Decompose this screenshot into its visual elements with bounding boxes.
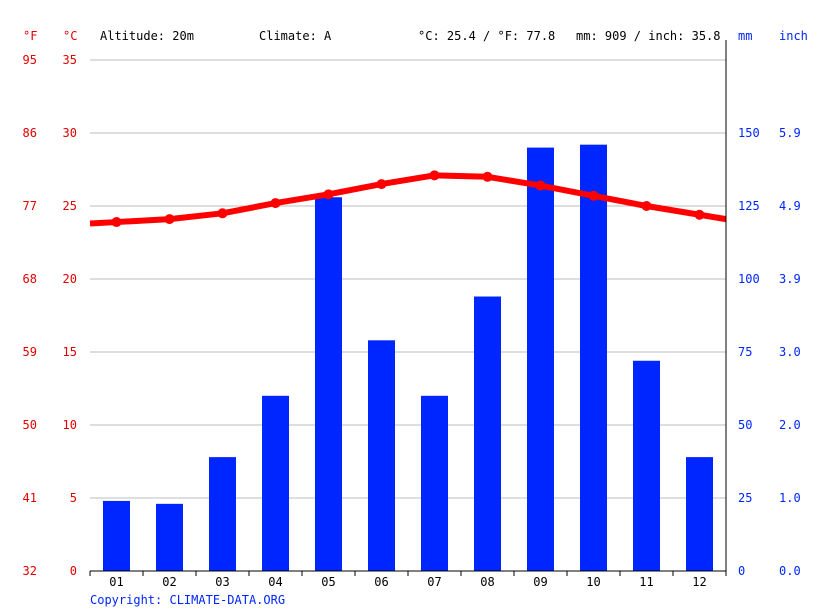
precipitation-bar xyxy=(156,503,183,571)
precipitation-bar xyxy=(527,147,554,571)
average-temperature-label: °C: 25.4 / °F: 77.8 xyxy=(418,29,555,43)
month-tick-label: 04 xyxy=(268,575,282,589)
fahrenheit-tick-label: 41 xyxy=(23,491,37,505)
precipitation-bars xyxy=(103,144,713,572)
fahrenheit-tick-label: 68 xyxy=(23,272,37,286)
celsius-tick-label: 25 xyxy=(63,199,77,213)
mm-tick-label: 150 xyxy=(738,126,760,140)
precipitation-bar xyxy=(368,340,395,571)
temperature-point xyxy=(376,179,387,190)
inch-tick-label: 2.0 xyxy=(779,418,801,432)
inch-tick-label: 0.0 xyxy=(779,564,801,578)
month-tick-label: 07 xyxy=(427,575,441,589)
climate-label: Climate: A xyxy=(259,29,332,43)
precipitation-bar xyxy=(474,296,501,571)
fahrenheit-tick-label: 50 xyxy=(23,418,37,432)
precipitation-total-label: mm: 909 / inch: 35.8 xyxy=(576,29,721,43)
axes xyxy=(89,40,727,576)
precipitation-bar xyxy=(686,457,713,571)
precipitation-bar xyxy=(580,144,607,571)
mm-tick-label: 0 xyxy=(738,564,745,578)
mm-tick-label: 125 xyxy=(738,199,760,213)
inch-tick-label: 3.9 xyxy=(779,272,801,286)
inch-tick-label: 1.0 xyxy=(779,491,801,505)
temperature-point xyxy=(111,217,122,228)
inch-unit-label: inch xyxy=(779,29,808,43)
celsius-unit-label: °C xyxy=(63,29,77,43)
month-tick-label: 12 xyxy=(692,575,706,589)
fahrenheit-tick-label: 59 xyxy=(23,345,37,359)
precipitation-bar xyxy=(262,395,289,571)
mm-tick-label: 75 xyxy=(738,345,752,359)
fahrenheit-tick-label: 95 xyxy=(23,53,37,67)
month-tick-label: 11 xyxy=(639,575,653,589)
month-tick-label: 02 xyxy=(162,575,176,589)
fahrenheit-tick-label: 77 xyxy=(23,199,37,213)
temperature-point xyxy=(429,170,440,181)
temperature-point xyxy=(694,209,705,220)
inch-tick-label: 5.9 xyxy=(779,126,801,140)
celsius-tick-label: 35 xyxy=(63,53,77,67)
temperature-point xyxy=(270,198,281,209)
temperature-point xyxy=(217,208,228,219)
fahrenheit-unit-label: °F xyxy=(23,29,37,43)
celsius-tick-label: 5 xyxy=(70,491,77,505)
inch-tick-label: 4.9 xyxy=(779,199,801,213)
mm-unit-label: mm xyxy=(738,29,752,43)
month-tick-label: 01 xyxy=(109,575,123,589)
month-tick-label: 10 xyxy=(586,575,600,589)
temperature-point xyxy=(535,180,546,191)
celsius-tick-label: 0 xyxy=(70,564,77,578)
month-tick-label: 09 xyxy=(533,575,547,589)
mm-tick-label: 100 xyxy=(738,272,760,286)
celsius-tick-label: 15 xyxy=(63,345,77,359)
month-tick-label: 06 xyxy=(374,575,388,589)
precipitation-bar xyxy=(315,197,342,572)
fahrenheit-tick-label: 86 xyxy=(23,126,37,140)
inch-tick-label: 3.0 xyxy=(779,345,801,359)
month-tick-label: 03 xyxy=(215,575,229,589)
temperature-point xyxy=(482,171,493,182)
celsius-tick-label: 10 xyxy=(63,418,77,432)
celsius-tick-label: 20 xyxy=(63,272,77,286)
fahrenheit-tick-label: 32 xyxy=(23,564,37,578)
tick-labels: 3241505968778695051015202530350255075100… xyxy=(23,53,801,589)
celsius-tick-label: 30 xyxy=(63,126,77,140)
precipitation-bar xyxy=(633,360,660,571)
temperature-point xyxy=(641,201,652,211)
temperature-point xyxy=(164,214,175,225)
gridlines xyxy=(90,59,726,572)
month-tick-label: 08 xyxy=(480,575,494,589)
mm-tick-label: 25 xyxy=(738,491,752,505)
temperature-point xyxy=(323,189,334,200)
temperature-line xyxy=(89,170,727,228)
altitude-label: Altitude: 20m xyxy=(100,29,194,43)
precipitation-bar xyxy=(209,457,236,571)
copyright-text: Copyright: CLIMATE-DATA.ORG xyxy=(90,593,285,607)
month-tick-label: 05 xyxy=(321,575,335,589)
temperature-point xyxy=(588,190,599,201)
temperature-line-path xyxy=(89,172,727,227)
precipitation-bar xyxy=(421,395,448,571)
precipitation-bar xyxy=(103,500,130,571)
mm-tick-label: 50 xyxy=(738,418,752,432)
